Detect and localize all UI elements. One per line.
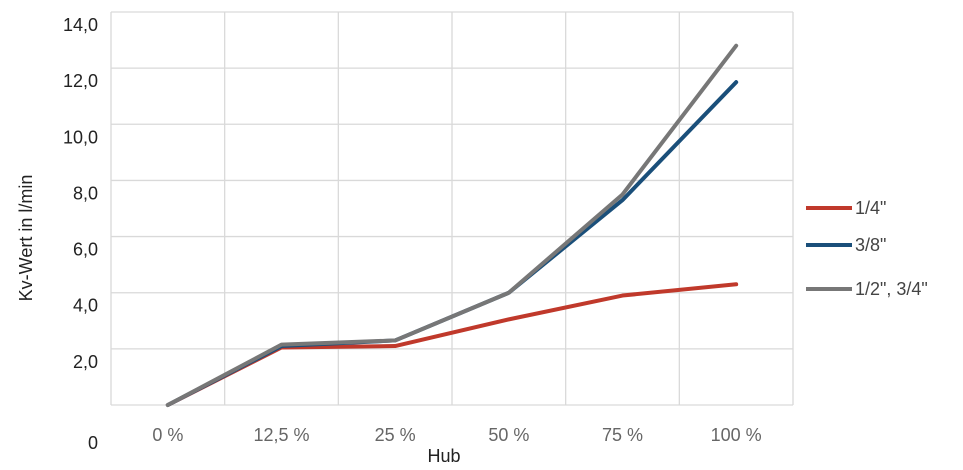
x-axis-ticks: 0 % 12,5 % 25 % 50 % 75 % 100 % [152,425,761,445]
y-tick-label: 10,0 [63,127,98,147]
x-tick-label: 50 % [488,425,529,445]
x-tick-label: 100 % [711,425,762,445]
legend-label: 1/2", 3/4" [855,279,928,299]
legend-label: 3/8" [855,235,886,255]
y-axis-title: Kv-Wert in l/min [16,175,36,302]
y-tick-label: 2,0 [73,352,98,372]
y-tick-label: 4,0 [73,296,98,316]
y-tick-label: 6,0 [73,240,98,260]
series-line-3 [165,43,739,407]
y-tick-label: 8,0 [73,183,98,203]
chart-legend: 1/4" 3/8" 1/2", 3/4" [806,198,928,299]
x-tick-label: 12,5 % [253,425,309,445]
y-tick-label: 0 [88,433,98,453]
x-axis-title: Hub [427,446,460,466]
y-tick-label: 14,0 [63,15,98,35]
x-tick-label: 75 % [602,425,643,445]
y-tick-label: 12,0 [63,71,98,91]
x-tick-label: 25 % [375,425,416,445]
legend-label: 1/4" [855,198,886,218]
chart-series [165,43,739,407]
x-tick-label: 0 % [152,425,183,445]
chart-grid [110,11,794,406]
y-axis-ticks: 14,0 12,0 10,0 8,0 6,0 4,0 2,0 0 [63,15,98,453]
